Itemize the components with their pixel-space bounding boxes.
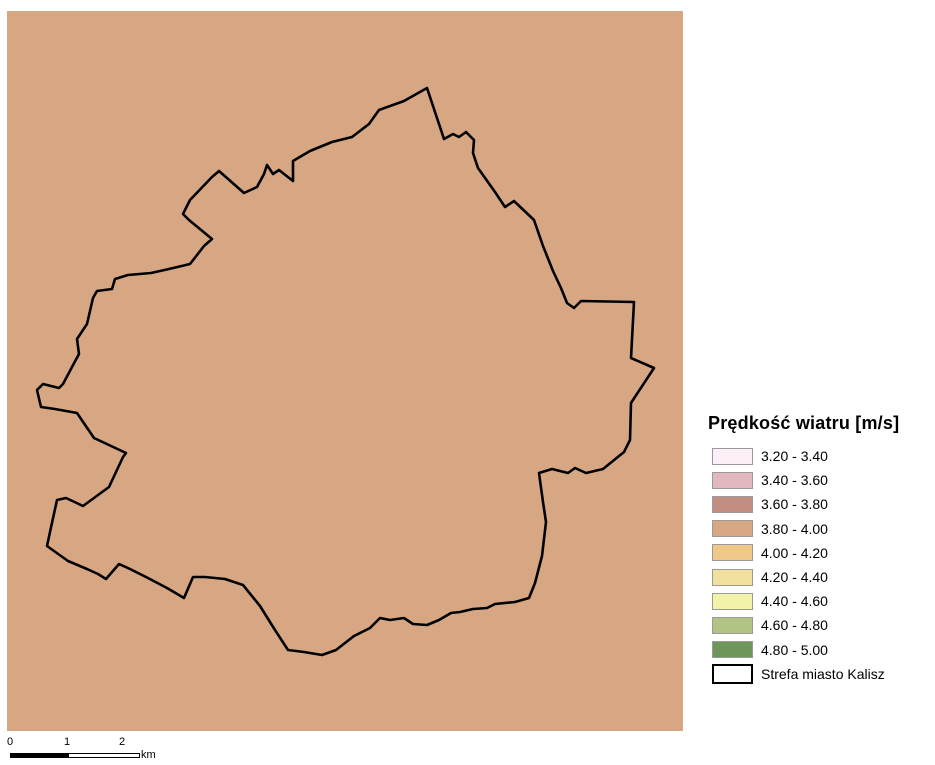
scale-tick-0: 0 — [7, 736, 14, 748]
legend-label: 4.40 - 4.60 — [761, 593, 828, 610]
legend-item-boundary: Strefa miasto Kalisz — [708, 662, 930, 686]
legend-swatch — [712, 471, 753, 489]
legend-item: 4.80 - 5.00 — [708, 638, 930, 662]
legend-item: 3.60 - 3.80 — [708, 492, 930, 516]
legend-label: 3.20 - 3.40 — [761, 448, 828, 465]
legend-item: 4.20 - 4.40 — [708, 565, 930, 589]
map-svg — [7, 11, 683, 731]
legend-label: 3.40 - 3.60 — [761, 472, 828, 489]
legend-label: 4.60 - 4.80 — [761, 617, 828, 634]
legend-label: 3.60 - 3.80 — [761, 496, 828, 513]
map-legend: Prędkość wiatru [m/s] 3.20 - 3.40 3.40 - … — [708, 413, 930, 686]
legend-item: 4.00 - 4.20 — [708, 541, 930, 565]
legend-label: 3.80 - 4.00 — [761, 520, 828, 537]
legend-swatch — [712, 592, 753, 610]
scale-unit: km — [141, 749, 156, 761]
legend-swatch — [712, 544, 753, 562]
legend-item: 3.40 - 3.60 — [708, 468, 930, 492]
legend-title: Prędkość wiatru [m/s] — [708, 413, 900, 433]
legend-swatch — [712, 495, 753, 513]
boundary-swatch — [712, 663, 753, 684]
legend-swatch — [712, 568, 753, 586]
legend-swatch — [712, 641, 753, 659]
wind-speed-raster — [7, 11, 683, 731]
map-canvas[interactable] — [7, 11, 683, 731]
scale-tick-1: 1 — [64, 736, 71, 748]
legend-swatch — [712, 447, 753, 465]
legend-item: 4.60 - 4.80 — [708, 613, 930, 637]
scale-segment-empty — [68, 753, 140, 758]
legend-item: 3.80 - 4.00 — [708, 517, 930, 541]
legend-swatch — [712, 616, 753, 634]
legend-item: 3.20 - 3.40 — [708, 444, 930, 468]
legend-boundary-label: Strefa miasto Kalisz — [761, 665, 885, 682]
scale-bar: 0 1 2 km — [0, 736, 160, 765]
legend-label: 4.20 - 4.40 — [761, 569, 828, 586]
legend-swatch — [712, 520, 753, 538]
legend-items: 3.20 - 3.40 3.40 - 3.60 3.60 - 3.80 3.80 - … — [708, 444, 930, 662]
legend-label: 4.00 - 4.20 — [761, 544, 828, 561]
legend-label: 4.80 - 5.00 — [761, 641, 828, 658]
city-boundary-kalisz — [35, 86, 656, 657]
legend-item: 4.40 - 4.60 — [708, 589, 930, 613]
scale-segment-filled — [10, 753, 68, 758]
scale-tick-2: 2 — [119, 736, 126, 748]
